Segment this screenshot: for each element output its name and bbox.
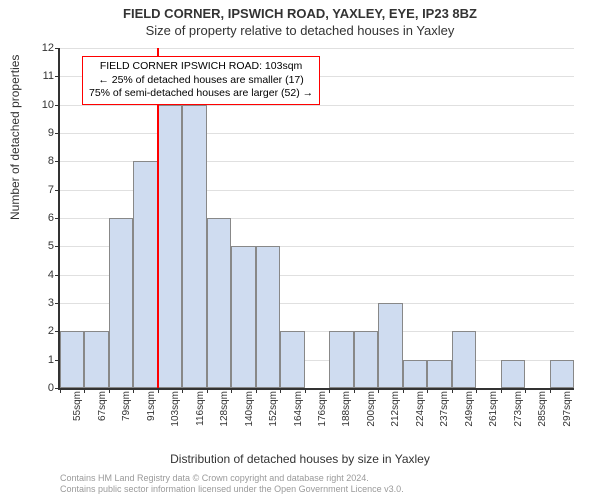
xtick-mark [550, 388, 551, 393]
gridline [60, 48, 574, 49]
ytick-mark [55, 190, 60, 191]
histogram-bar [133, 161, 157, 388]
histogram-bar [329, 331, 353, 388]
ytick-label: 8 [30, 155, 54, 167]
annotation-line2: ← 25% of detached houses are smaller (17… [89, 74, 313, 88]
ytick-label: 2 [30, 325, 54, 337]
xtick-mark [427, 388, 428, 393]
xtick-label: 128sqm [219, 391, 230, 441]
ytick-mark [55, 76, 60, 77]
xtick-label: 176sqm [317, 391, 328, 441]
ytick-mark [55, 246, 60, 247]
xtick-mark [109, 388, 110, 393]
xtick-label: 140sqm [244, 391, 255, 441]
xtick-label: 224sqm [415, 391, 426, 441]
histogram-bar [280, 331, 304, 388]
histogram-bar [378, 303, 402, 388]
footer-attribution: Contains HM Land Registry data © Crown c… [60, 473, 404, 495]
xtick-mark [231, 388, 232, 393]
chart-title-main: FIELD CORNER, IPSWICH ROAD, YAXLEY, EYE,… [0, 0, 600, 21]
histogram-bar [354, 331, 378, 388]
xtick-label: 188sqm [341, 391, 352, 441]
footer-line1: Contains HM Land Registry data © Crown c… [60, 473, 404, 484]
xtick-label: 261sqm [488, 391, 499, 441]
xtick-mark [403, 388, 404, 393]
ytick-mark [55, 275, 60, 276]
xtick-label: 103sqm [170, 391, 181, 441]
xtick-label: 273sqm [513, 391, 524, 441]
histogram-bar [403, 360, 427, 388]
histogram-bar [84, 331, 108, 388]
ytick-mark [55, 218, 60, 219]
ytick-label: 1 [30, 354, 54, 366]
histogram-bar [452, 331, 476, 388]
xtick-mark [84, 388, 85, 393]
annotation-line3: 75% of semi-detached houses are larger (… [89, 87, 313, 101]
ytick-label: 3 [30, 297, 54, 309]
histogram-bar [231, 246, 255, 388]
annotation-line1: FIELD CORNER IPSWICH ROAD: 103sqm [89, 60, 313, 74]
xtick-mark [305, 388, 306, 393]
xtick-mark [501, 388, 502, 393]
xtick-label: 79sqm [121, 391, 132, 441]
ytick-mark [55, 48, 60, 49]
ytick-label: 4 [30, 269, 54, 281]
histogram-bar [60, 331, 84, 388]
ytick-label: 12 [30, 42, 54, 54]
histogram-bar [182, 105, 206, 388]
x-axis-label: Distribution of detached houses by size … [0, 452, 600, 466]
xtick-mark [476, 388, 477, 393]
histogram-bar [501, 360, 525, 388]
xtick-mark [329, 388, 330, 393]
xtick-label: 237sqm [439, 391, 450, 441]
xtick-label: 200sqm [366, 391, 377, 441]
xtick-mark [60, 388, 61, 393]
chart-plot-area: 012345678910111255sqm67sqm79sqm91sqm103s… [58, 48, 574, 390]
y-axis-label: Number of detached properties [8, 55, 22, 220]
xtick-label: 67sqm [97, 391, 108, 441]
xtick-label: 212sqm [390, 391, 401, 441]
ytick-mark [55, 161, 60, 162]
histogram-bar [256, 246, 280, 388]
xtick-label: 297sqm [562, 391, 573, 441]
xtick-label: 152sqm [268, 391, 279, 441]
xtick-mark [207, 388, 208, 393]
gridline [60, 133, 574, 134]
ytick-label: 10 [30, 99, 54, 111]
xtick-label: 249sqm [464, 391, 475, 441]
ytick-label: 6 [30, 212, 54, 224]
ytick-mark [55, 133, 60, 134]
xtick-mark [378, 388, 379, 393]
xtick-mark [525, 388, 526, 393]
xtick-label: 91sqm [146, 391, 157, 441]
xtick-mark [158, 388, 159, 393]
xtick-label: 55sqm [72, 391, 83, 441]
histogram-bar [550, 360, 574, 388]
xtick-mark [280, 388, 281, 393]
xtick-label: 285sqm [537, 391, 548, 441]
xtick-mark [354, 388, 355, 393]
chart-title-sub: Size of property relative to detached ho… [0, 21, 600, 38]
ytick-mark [55, 105, 60, 106]
ytick-label: 7 [30, 184, 54, 196]
ytick-label: 9 [30, 127, 54, 139]
histogram-bar [109, 218, 133, 388]
ytick-label: 0 [30, 382, 54, 394]
histogram-bar [207, 218, 231, 388]
ytick-mark [55, 303, 60, 304]
annotation-box: FIELD CORNER IPSWICH ROAD: 103sqm← 25% o… [82, 56, 320, 105]
xtick-mark [256, 388, 257, 393]
xtick-mark [133, 388, 134, 393]
ytick-label: 11 [30, 70, 54, 82]
ytick-label: 5 [30, 240, 54, 252]
xtick-label: 164sqm [293, 391, 304, 441]
xtick-mark [452, 388, 453, 393]
xtick-label: 116sqm [195, 391, 206, 441]
histogram-bar [158, 105, 182, 388]
histogram-bar [427, 360, 451, 388]
xtick-mark [182, 388, 183, 393]
footer-line2: Contains public sector information licen… [60, 484, 404, 495]
